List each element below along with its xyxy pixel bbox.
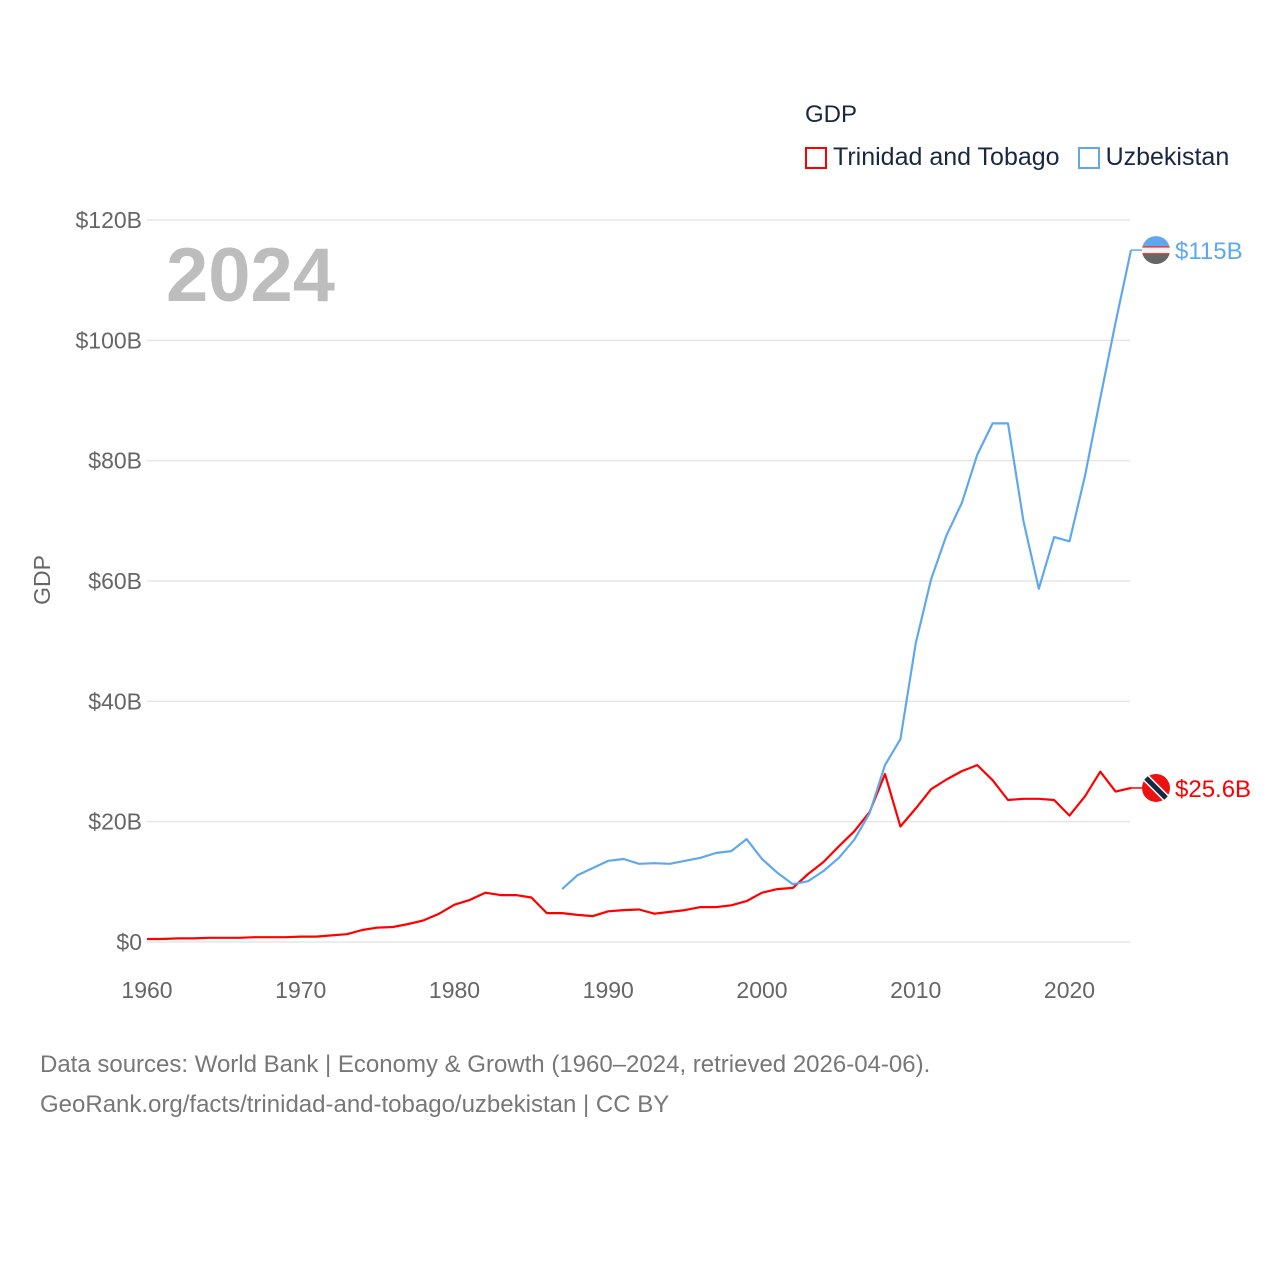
x-tick-label: 2020: [1044, 977, 1095, 1003]
uzbekistan-flag-icon: [1142, 236, 1170, 247]
series-line-trinidad: [147, 763, 1132, 941]
year-label: 2024: [166, 233, 336, 318]
series-line-uzbekistan: [561, 249, 1133, 890]
flag-stripe: [1144, 776, 1168, 800]
legend-title: GDP: [805, 101, 858, 128]
y-tick-label: $60B: [88, 568, 142, 594]
x-tick-label: 1980: [429, 977, 480, 1003]
y-tick-label: $100B: [75, 327, 142, 353]
legend-item-uzbekistan[interactable]: Uzbekistan: [1077, 143, 1230, 172]
y-tick-label: $80B: [88, 448, 142, 474]
flag-stripe: [1142, 246, 1170, 248]
y-axis-label: GDP: [29, 555, 55, 605]
legend-item-trinidad[interactable]: Trinidad and Tobago: [805, 143, 1060, 172]
end-value-label: $25.6B: [1175, 776, 1251, 803]
data-source-text: Data sources: World Bank | Economy & Gro…: [40, 1051, 931, 1078]
footer: Data sources: World Bank | Economy & Gro…: [40, 1045, 930, 1125]
y-tick-label: $40B: [88, 688, 142, 714]
legend: Trinidad and Tobago Uzbekistan: [805, 143, 1229, 172]
attribution-link[interactable]: GeoRank.org/facts/trinidad-and-tobago/uz…: [40, 1091, 670, 1118]
y-tick-label: $20B: [88, 809, 142, 835]
flag-stripe: [1142, 253, 1170, 255]
x-tick-label: 1970: [275, 977, 326, 1003]
y-tick-label: $120B: [75, 207, 142, 233]
x-tick-label: 2000: [736, 977, 787, 1003]
end-value-label: $115B: [1175, 238, 1243, 265]
legend-swatch-uzbekistan: [1077, 146, 1100, 169]
flag-stripe: [1142, 246, 1170, 255]
legend-label-trinidad: Trinidad and Tobago: [833, 143, 1060, 171]
flag-stripe: [1142, 254, 1170, 265]
legend-label-uzbekistan: Uzbekistan: [1105, 143, 1230, 171]
x-tick-label: 1960: [121, 977, 172, 1003]
x-tick-label: 1990: [583, 977, 634, 1003]
y-tick-label: $0: [116, 929, 142, 955]
legend-swatch-trinidad: [805, 146, 827, 169]
x-tick-label: 2010: [890, 977, 941, 1003]
